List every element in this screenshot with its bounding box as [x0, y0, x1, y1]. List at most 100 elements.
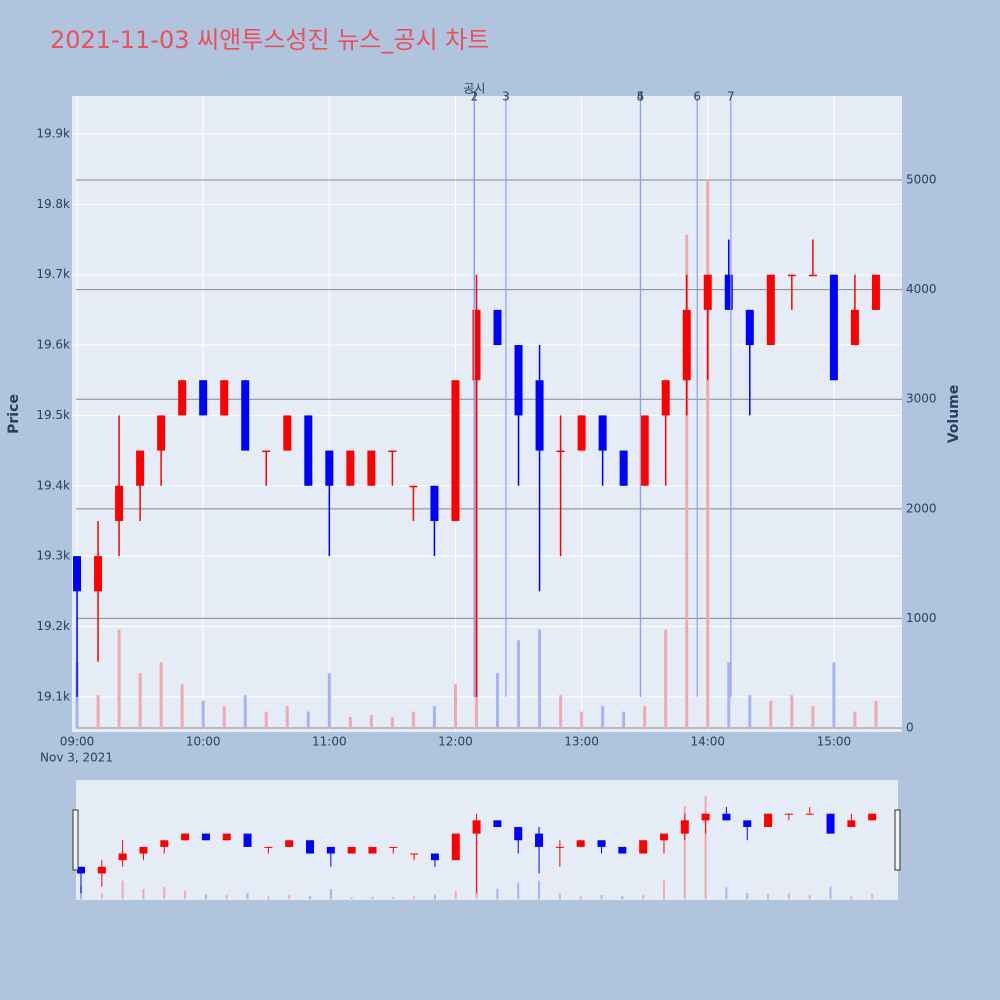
annotation-label: 5: [637, 90, 645, 104]
slider-candle-body: [639, 840, 648, 854]
candle-body: [367, 450, 376, 486]
candle-body: [241, 380, 250, 451]
slider-candle-body: [701, 813, 710, 821]
slider-volume-bar: [433, 895, 436, 900]
candle-body: [157, 415, 166, 451]
candle-body: [73, 556, 82, 592]
candle-body: [724, 274, 733, 310]
slider-candle-body: [410, 853, 419, 855]
slider-candle-body: [514, 826, 523, 841]
volume-bar: [138, 673, 142, 729]
candle-body: [304, 415, 313, 486]
candle-body: [325, 450, 334, 486]
volume-bar: [453, 684, 457, 729]
slider-volume-bar: [454, 890, 457, 900]
candle-body: [808, 274, 817, 277]
candle-body: [556, 450, 565, 453]
chart-title: 2021-11-03 씨앤투스성진 뉴스_공시 차트: [50, 26, 489, 54]
candle-body: [619, 450, 628, 486]
candle-body: [598, 415, 607, 451]
x-tick-label: 10:00: [186, 735, 221, 749]
volume-bar: [369, 714, 373, 729]
slider-volume-bar: [808, 895, 811, 900]
slider-candle-body: [306, 840, 315, 854]
volume-bar: [685, 234, 689, 729]
y2-tick-label: 3000: [906, 392, 937, 406]
candle-body: [493, 309, 502, 346]
volume-bar: [643, 706, 647, 729]
slider-candle-body: [97, 866, 106, 874]
y2-tick-label: 2000: [906, 501, 937, 515]
slider-candle-body: [326, 846, 335, 854]
candle-body: [871, 274, 880, 310]
volume-bar: [832, 662, 836, 729]
slider-candle-body: [118, 853, 127, 861]
candle-body: [409, 485, 418, 488]
candle-body: [94, 556, 103, 592]
slider-candle-body: [743, 820, 752, 827]
volume-bar: [538, 629, 542, 729]
volume-bar: [622, 711, 626, 729]
y-tick-label: 19.8k: [36, 197, 70, 211]
y-axis-title: Price: [6, 394, 22, 434]
plot-area: [72, 96, 902, 732]
x-tick-label: 15:00: [817, 735, 852, 749]
candle-body: [199, 380, 208, 416]
slider-candle-body: [160, 840, 169, 847]
slider-volume-bar: [621, 896, 624, 900]
slider-volume-bar: [642, 895, 645, 900]
x-tick-label: 11:00: [312, 735, 347, 749]
x-date-label: Nov 3, 2021: [40, 751, 113, 765]
slider-candle-body: [430, 853, 439, 861]
slider-candle-body: [805, 813, 814, 815]
y2-tick-label: 0: [906, 721, 914, 735]
volume-bar: [601, 706, 605, 729]
slider-volume-bar: [600, 895, 603, 900]
slider-volume-bar: [787, 893, 790, 900]
slider-candle-body: [659, 833, 668, 841]
candle-body: [703, 274, 712, 310]
candle-body: [682, 309, 691, 381]
slider-volume-bar: [225, 895, 228, 900]
slider-candle-body: [368, 846, 377, 854]
candle-body: [346, 450, 355, 486]
slider-handle: [894, 809, 901, 871]
slider-volume-bar: [329, 888, 332, 900]
y-tick-label: 19.5k: [36, 408, 70, 422]
x-tick-label: 12:00: [438, 735, 473, 749]
y-tick-label: 19.7k: [36, 267, 70, 281]
candle-body: [766, 274, 775, 346]
y2-tick-label: 4000: [906, 282, 937, 296]
slider-volume-bar: [184, 890, 187, 900]
y-tick-label: 19.3k: [36, 549, 70, 563]
slider-candle-body: [597, 840, 606, 847]
slider-volume-bar: [746, 893, 749, 900]
y-tick-label: 19.6k: [36, 338, 70, 352]
slider-candle-body: [222, 833, 231, 841]
volume-bar: [306, 711, 310, 729]
slider-candle-body: [868, 813, 877, 821]
candle-body: [451, 380, 460, 521]
slider-candle-body: [764, 813, 773, 827]
candle-body: [535, 380, 544, 451]
slider-volume-bar: [767, 894, 770, 900]
annotation-label: 2: [471, 90, 479, 104]
volume-bar: [243, 695, 247, 729]
volume-bar: [348, 717, 352, 729]
volume-bar: [390, 717, 394, 729]
annotation-label: 7: [727, 90, 735, 104]
slider-volume-bar: [163, 886, 166, 900]
slider-candle-body: [493, 820, 502, 827]
y2-tick-label: 1000: [906, 611, 937, 625]
slider-candle-body: [201, 833, 210, 841]
slider-volume-bar: [309, 896, 312, 900]
range-slider[interactable]: [76, 780, 898, 900]
slider-candle-body: [618, 846, 627, 854]
slider-candle-body: [784, 813, 793, 815]
annotation-label: 3: [502, 90, 510, 104]
slider-candle-body: [264, 846, 273, 848]
volume-bar: [874, 700, 878, 729]
volume-bar: [706, 179, 710, 729]
candle-body: [745, 309, 754, 346]
volume-bar: [853, 711, 857, 729]
